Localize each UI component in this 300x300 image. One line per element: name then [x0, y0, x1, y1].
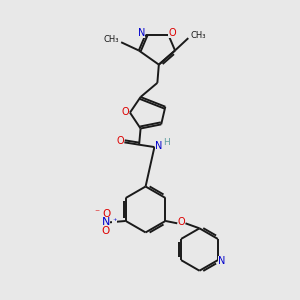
Text: N: N [218, 256, 226, 266]
Text: O: O [178, 217, 185, 227]
Text: N: N [101, 218, 110, 227]
Text: ⁻: ⁻ [94, 208, 99, 218]
Text: O: O [102, 209, 110, 219]
Text: ⁺: ⁺ [112, 217, 117, 226]
Text: O: O [122, 107, 129, 117]
Text: N: N [155, 141, 162, 151]
Text: CH₃: CH₃ [104, 35, 119, 44]
Text: H: H [164, 138, 170, 147]
Text: O: O [116, 136, 124, 146]
Text: CH₃: CH₃ [191, 31, 206, 40]
Text: O: O [101, 226, 110, 236]
Text: N: N [138, 28, 146, 38]
Text: O: O [168, 28, 176, 38]
